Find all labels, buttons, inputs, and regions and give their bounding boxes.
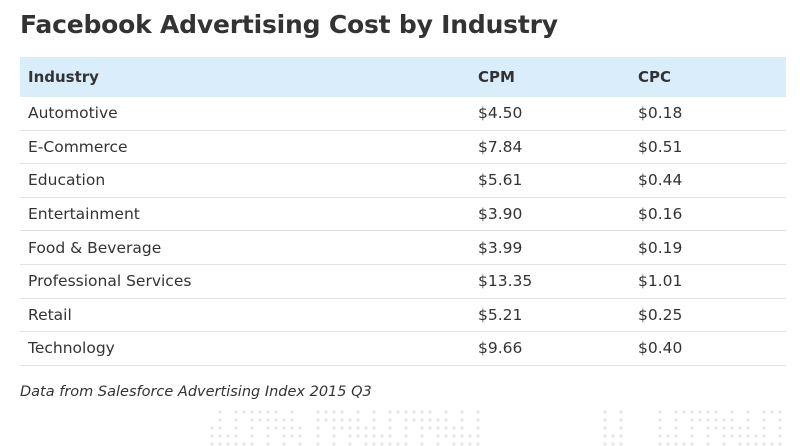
table-row: E-Commerce $7.84 $0.51 xyxy=(20,131,786,165)
cell-cpm: $4.50 xyxy=(478,104,523,123)
cell-industry: Retail xyxy=(28,305,72,324)
cell-cpc: $0.19 xyxy=(638,238,683,257)
table-row: Professional Services $13.35 $1.01 xyxy=(20,265,786,299)
table-row: Food & Beverage $3.99 $0.19 xyxy=(20,231,786,265)
cell-industry: Food & Beverage xyxy=(28,238,162,257)
column-header-cpc: CPC xyxy=(638,68,672,86)
cell-industry: Education xyxy=(28,171,106,190)
column-header-industry: Industry xyxy=(28,68,99,86)
decorative-world-map-dots xyxy=(210,410,782,446)
table-row: Education $5.61 $0.44 xyxy=(20,164,786,198)
table-header-row: Industry CPM CPC xyxy=(20,57,786,97)
cell-cpc: $0.18 xyxy=(638,104,683,123)
cell-cpc: $0.51 xyxy=(638,137,683,156)
table-row: Technology $9.66 $0.40 xyxy=(20,332,786,366)
cell-industry: Professional Services xyxy=(28,272,192,291)
cell-industry: Automotive xyxy=(28,104,118,123)
cell-cpm: $3.90 xyxy=(478,205,523,224)
cell-cpm: $5.21 xyxy=(478,305,523,324)
cell-cpm: $13.35 xyxy=(478,272,533,291)
cell-cpm: $7.84 xyxy=(478,137,523,156)
cost-table: Industry CPM CPC Automotive $4.50 $0.18 E-C… xyxy=(20,57,786,366)
cell-cpm: $5.61 xyxy=(478,171,523,190)
cell-cpc: $0.25 xyxy=(638,305,683,324)
cell-industry: Technology xyxy=(28,339,115,358)
table-row: Retail $5.21 $0.25 xyxy=(20,299,786,333)
table-row: Entertainment $3.90 $0.16 xyxy=(20,198,786,232)
table-row: Automotive $4.50 $0.18 xyxy=(20,97,786,131)
cell-cpc: $0.16 xyxy=(638,205,683,224)
cell-industry: Entertainment xyxy=(28,205,140,224)
cell-cpm: $3.99 xyxy=(478,238,523,257)
cell-cpc: $1.01 xyxy=(638,272,683,291)
source-caption: Data from Salesforce Advertising Index 2… xyxy=(20,384,372,400)
cell-cpc: $0.40 xyxy=(638,339,683,358)
column-header-cpm: CPM xyxy=(478,68,515,86)
table-body: Automotive $4.50 $0.18 E-Commerce $7.84 $0.51… xyxy=(20,97,786,366)
cell-cpm: $9.66 xyxy=(478,339,523,358)
cell-cpc: $0.44 xyxy=(638,171,683,190)
page-title: Facebook Advertising Cost by Industry xyxy=(20,10,558,39)
cell-industry: E-Commerce xyxy=(28,137,128,156)
